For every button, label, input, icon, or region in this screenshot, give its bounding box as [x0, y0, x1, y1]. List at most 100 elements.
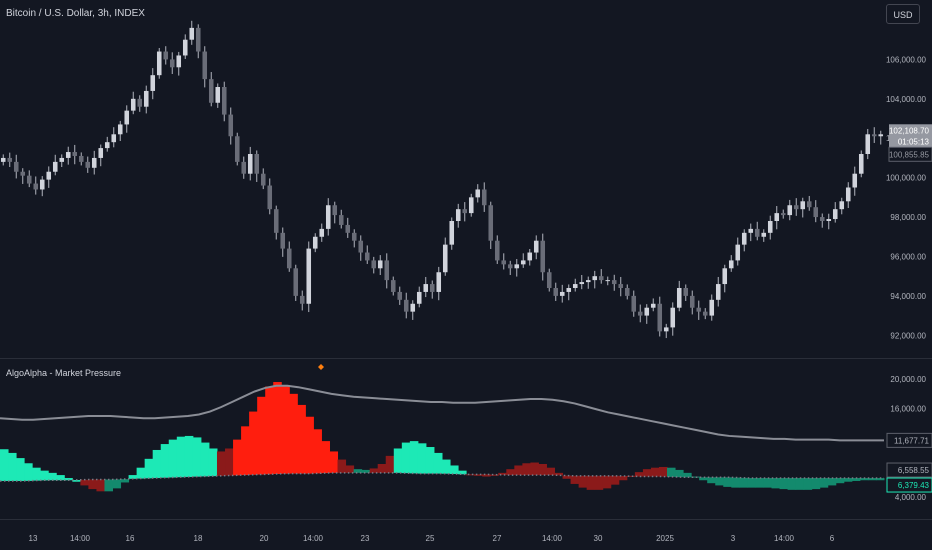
candle-body [247, 154, 253, 174]
secondary-price-label: 100,855.85 [889, 150, 930, 159]
candle-body [657, 303, 663, 332]
candle-body [182, 39, 188, 56]
candle-body [111, 134, 117, 143]
time-axis-tick: 27 [493, 534, 502, 543]
pressure-bar [144, 458, 154, 479]
pressure-bar [24, 463, 33, 481]
pressure-bar [650, 467, 660, 477]
signal-marker [318, 364, 324, 370]
candle-body [540, 240, 546, 273]
candle-body [462, 209, 468, 214]
candle-body [59, 157, 65, 162]
symbol-title: Bitcoin / U.S. Dollar, 3h, INDEX [6, 8, 145, 19]
pressure-bar [257, 396, 266, 475]
time-axis-tick: 25 [426, 534, 435, 543]
candle-body [137, 98, 143, 107]
currency-button[interactable]: USD [886, 4, 920, 24]
pressure-bar [570, 475, 580, 484]
candle-body [592, 276, 598, 281]
price-axis-tick: 96,000.00 [890, 252, 926, 261]
pressure-bar [819, 478, 829, 488]
pressure-bar [811, 478, 821, 490]
candle-body [98, 148, 104, 158]
candle-body [871, 134, 877, 137]
pressure-bar [56, 475, 65, 481]
candle-body [839, 201, 845, 210]
pressure-bar [249, 411, 258, 475]
candle-body [91, 157, 97, 168]
pressure-bar [803, 478, 813, 490]
pressure-bar [755, 478, 764, 488]
pressure-bar [297, 404, 306, 474]
upper-line-badge [886, 432, 932, 448]
pressure-bar [369, 468, 379, 473]
candle-body [189, 27, 195, 40]
pressure-bar [329, 451, 339, 473]
candle-body [319, 228, 325, 237]
candle-body [585, 280, 591, 283]
candle-body [345, 224, 351, 233]
candle-body [501, 260, 507, 265]
pressure-label: 6,379.43 [898, 481, 930, 490]
upper-band-line [0, 384, 884, 442]
candle-body [598, 276, 604, 281]
candle-body [130, 98, 136, 111]
pressure-bar [691, 476, 700, 478]
pressure-bar [715, 477, 724, 486]
candle-body [208, 79, 214, 103]
pressure-bar [425, 447, 435, 474]
time-axis-tick: 20 [260, 534, 269, 543]
candle-body [826, 219, 832, 221]
pressure-bar [433, 452, 443, 474]
candle-body [26, 175, 32, 184]
candle-body [722, 268, 728, 285]
time-axis-tick: 13 [29, 534, 38, 543]
candle-body [761, 232, 767, 237]
pressure-bar [353, 469, 363, 473]
candle-body [546, 272, 552, 288]
dot-line-badge [886, 462, 932, 478]
pressure-bar [867, 478, 877, 481]
candle-body [234, 136, 240, 162]
pressure-bar [739, 477, 748, 488]
pressure-bar [699, 477, 708, 481]
pressure-bar [771, 478, 781, 489]
candle-body [637, 311, 643, 316]
pressure-bar [265, 386, 274, 475]
candle-body [260, 173, 266, 186]
pressure-bar [442, 459, 451, 474]
price-axis-tick: 94,000.00 [890, 292, 926, 301]
pressure-bar [859, 478, 869, 481]
candle-body [644, 307, 650, 316]
candle-body [533, 240, 539, 253]
pressure-bar [466, 474, 475, 476]
pressure-bar [843, 478, 853, 482]
candle-body [449, 221, 455, 245]
candle-body [553, 288, 559, 296]
pressure-bar [578, 475, 588, 488]
time-axis-tick: 16 [126, 534, 135, 543]
candle-body [709, 299, 715, 316]
candle-body [377, 260, 383, 269]
pressure-bar [554, 472, 564, 476]
candle-body [676, 288, 682, 308]
candle-body [163, 51, 169, 60]
candle-body [416, 291, 422, 304]
pressure-bar [0, 449, 9, 481]
candle-body [507, 264, 513, 269]
candle-body [306, 248, 312, 304]
pressure-bar [208, 448, 218, 477]
candle-body [371, 260, 377, 269]
candle-body [273, 209, 279, 233]
candle-body [702, 311, 708, 316]
price-axis-tick: 100,000.00 [886, 174, 927, 183]
last-price-label: 102,108.70 [889, 126, 930, 135]
candle-body [767, 221, 773, 233]
pressure-bar [417, 443, 427, 474]
indicator-axis-tick: 20,000.00 [890, 375, 926, 384]
candle-body [397, 291, 403, 300]
pressure-bar [658, 466, 668, 477]
time-axis-tick: 14:00 [542, 534, 563, 543]
candle-body [832, 209, 838, 220]
